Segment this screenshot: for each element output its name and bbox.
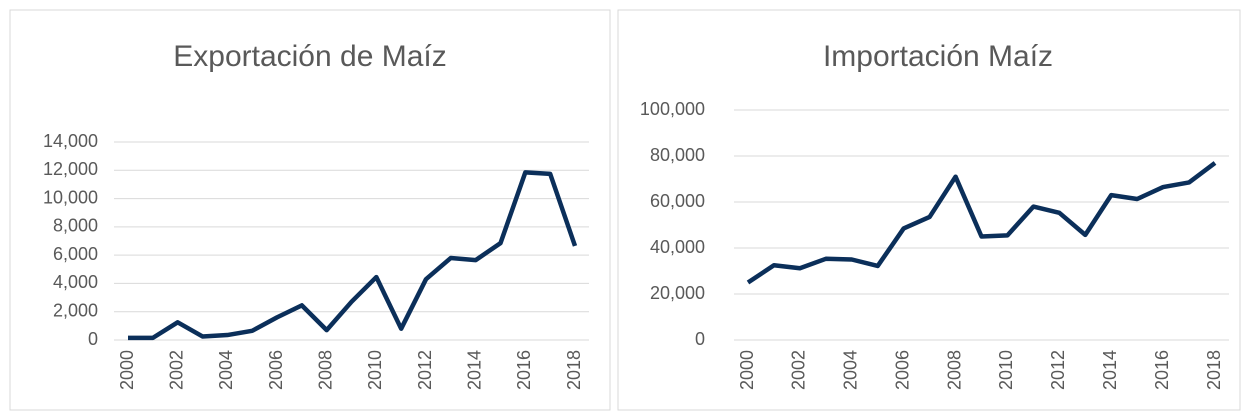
x-tick-label: 2004 — [216, 350, 236, 390]
x-tick-label: 2014 — [464, 350, 484, 390]
x-tick-label: 2002 — [166, 350, 186, 390]
chart-title: Importación Maíz — [823, 40, 1053, 73]
y-tick-label: 10,000 — [43, 187, 98, 207]
x-tick-label: 2004 — [841, 350, 861, 390]
x-tick-label: 2016 — [1152, 350, 1172, 390]
x-tick-label: 2010 — [996, 350, 1016, 390]
chart-title: Exportación de Maíz — [173, 40, 446, 73]
data-line — [746, 161, 1217, 285]
y-tick-label: 4,000 — [53, 272, 98, 292]
x-tick-label: 2016 — [514, 350, 534, 390]
y-tick-label: 40,000 — [650, 237, 705, 257]
y-tick-label: 12,000 — [43, 159, 98, 179]
x-tick-label: 2008 — [315, 350, 335, 390]
x-tick-label: 2014 — [1100, 350, 1120, 390]
x-tick-label: 2012 — [415, 350, 435, 390]
x-tick-label: 2012 — [1048, 350, 1068, 390]
x-tick-label: 2010 — [365, 350, 385, 390]
x-tick-label: 2002 — [789, 350, 809, 390]
x-tick-label: 2000 — [737, 350, 757, 390]
y-tick-label: 0 — [695, 329, 705, 349]
y-tick-label: 14,000 — [43, 131, 98, 151]
data-line — [128, 170, 578, 341]
y-tick-label: 60,000 — [650, 191, 705, 211]
x-tick-label: 2006 — [266, 350, 286, 390]
x-tick-label: 2008 — [944, 350, 964, 390]
y-tick-label: 0 — [88, 329, 98, 349]
panel — [617, 9, 1241, 411]
y-tick-label: 6,000 — [53, 244, 98, 264]
y-tick-label: 80,000 — [650, 145, 705, 165]
x-tick-label: 2018 — [564, 350, 584, 390]
x-tick-label: 2006 — [892, 350, 912, 390]
x-tick-label: 2000 — [117, 350, 137, 390]
x-tick-label: 2018 — [1204, 350, 1224, 390]
y-tick-label: 20,000 — [650, 283, 705, 303]
y-tick-label: 2,000 — [53, 300, 98, 320]
y-tick-label: 100,000 — [640, 99, 705, 119]
y-tick-label: 8,000 — [53, 216, 98, 236]
